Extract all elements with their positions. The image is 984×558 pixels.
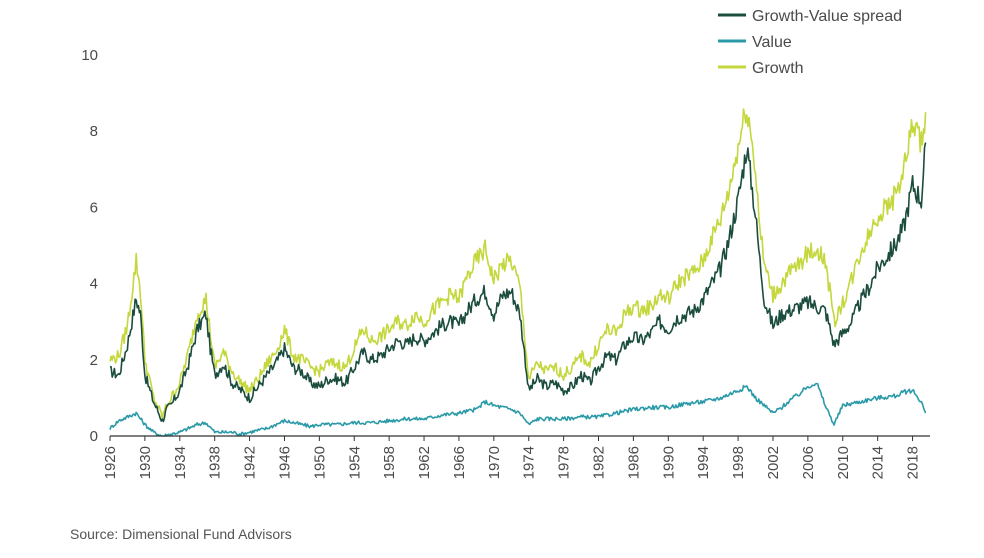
x-tick-label: 1974 [521, 446, 538, 479]
x-tick-label: 1962 [416, 446, 433, 479]
x-tick-label: 1926 [102, 446, 119, 479]
x-tick-label: 1930 [137, 446, 154, 479]
y-tick-label: 6 [90, 199, 98, 216]
x-tick-label: 2018 [905, 446, 922, 479]
source-note: Source: Dimensional Fund Advisors [70, 526, 292, 542]
legend-label: Growth [752, 60, 804, 77]
x-tick-label: 1966 [451, 446, 468, 479]
x-tick-label: 1978 [556, 446, 573, 479]
x-tick-label: 1986 [625, 446, 642, 479]
x-tick-label: 2002 [765, 446, 782, 479]
growth-value-spread-line [109, 142, 927, 423]
x-tick-label: 1954 [346, 446, 363, 479]
x-tick-label: 1970 [486, 446, 503, 479]
x-tick-label: 1998 [730, 446, 747, 479]
legend: Growth-Value spread Value Growth [718, 8, 902, 77]
x-tick-label: 2010 [835, 446, 852, 479]
x-tick-label: 1946 [276, 446, 293, 479]
x-tick-label: 1942 [242, 446, 259, 479]
x-tick-label: 2006 [800, 446, 817, 479]
x-tick-label: 1950 [311, 446, 328, 479]
legend-label: Growth-Value spread [752, 8, 902, 25]
series-layer [109, 108, 927, 437]
y-tick-label: 4 [90, 276, 98, 293]
y-axis: 0 2 4 6 8 10 [81, 47, 98, 445]
x-tick-label: 1938 [207, 446, 224, 479]
x-axis: 1926 1930 1934 1938 1942 1946 1950 1954 1958 1962… [102, 436, 922, 479]
y-tick-label: 10 [81, 47, 98, 64]
x-tick-label: 1958 [381, 446, 398, 479]
x-tick-label: 1934 [172, 446, 189, 479]
legend-label: Value [752, 34, 792, 51]
x-tick-label: 1982 [591, 446, 608, 479]
y-tick-label: 8 [90, 123, 98, 140]
x-tick-label: 2014 [870, 446, 887, 479]
y-tick-label: 2 [90, 352, 98, 369]
x-tick-label: 1990 [660, 446, 677, 479]
x-tick-label: 1994 [695, 446, 712, 479]
value-line [109, 382, 927, 437]
y-tick-label: 0 [90, 428, 98, 445]
growth-line [109, 108, 927, 420]
